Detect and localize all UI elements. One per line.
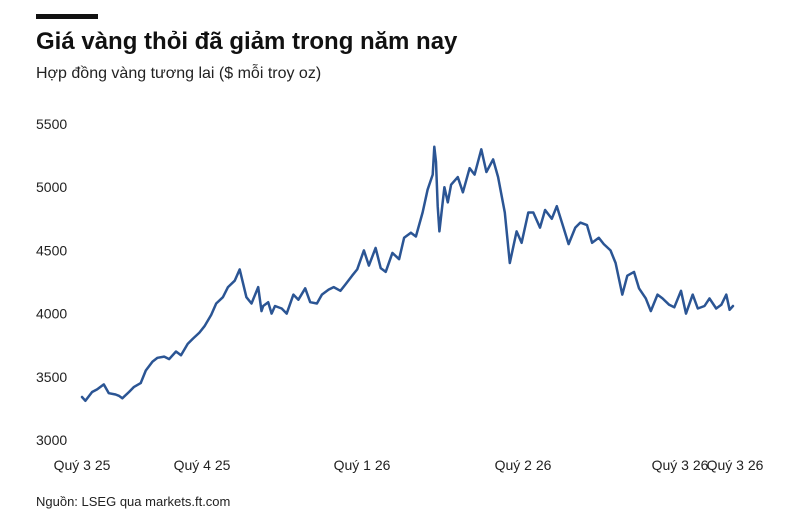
- y-tick-label: 5000: [36, 179, 67, 195]
- header-rule: [36, 14, 98, 19]
- x-tick-label: Quý 3 26: [707, 457, 764, 473]
- y-axis: 3000 3500 4000 4500 5000 5500: [36, 116, 67, 448]
- y-tick-label: 5500: [36, 116, 67, 132]
- y-tick-label: 4000: [36, 306, 67, 322]
- y-tick-label: 3500: [36, 369, 67, 385]
- x-tick-label: Quý 2 26: [495, 457, 552, 473]
- x-tick-label: Quý 4 25: [174, 457, 231, 473]
- source-note: Nguồn: LSEG qua markets.ft.com: [36, 494, 231, 509]
- x-tick-label: Quý 1 26: [334, 457, 391, 473]
- x-tick-label: Quý 3 25: [54, 457, 111, 473]
- y-tick-label: 3000: [36, 432, 67, 448]
- series-line-gold-futures: [80, 145, 735, 403]
- chart-subtitle: Hợp đồng vàng tương lai ($ mỗi troy oz): [36, 65, 322, 82]
- y-tick-label: 4500: [36, 242, 67, 258]
- x-tick-label: Quý 3 26: [652, 457, 709, 473]
- x-axis: Quý 3 25 Quý 4 25 Quý 1 26 Quý 2 26 Quý 3 26…: [54, 457, 764, 473]
- chart-title: Giá vàng thỏi đã giảm trong năm nay: [36, 28, 458, 55]
- series-group: [80, 145, 735, 403]
